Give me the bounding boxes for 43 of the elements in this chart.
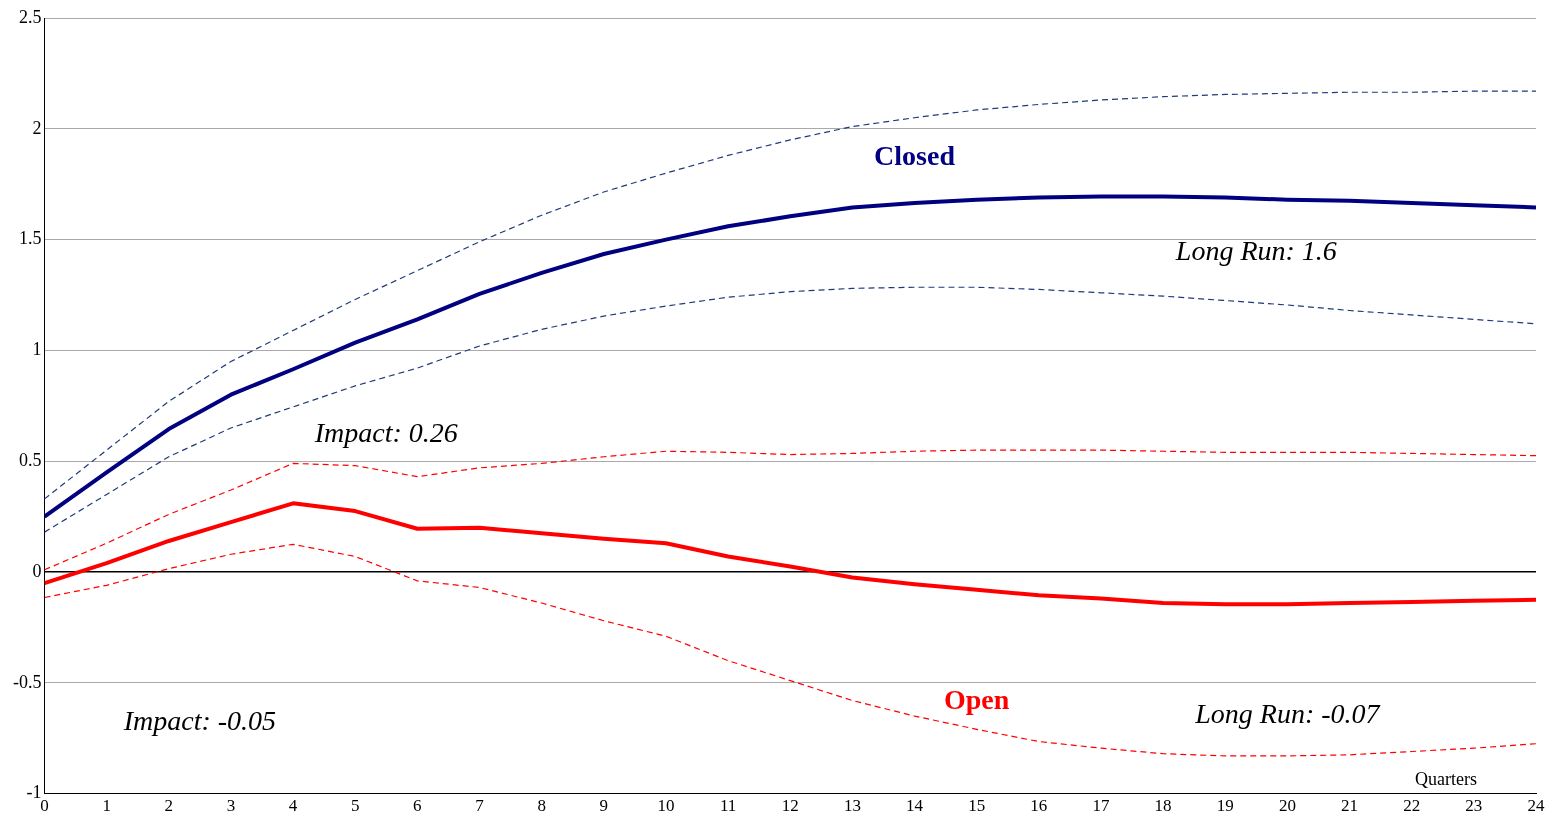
x-tick-label: 18 bbox=[1154, 796, 1172, 816]
x-tick-label: 15 bbox=[968, 796, 986, 816]
x-tick-label: 4 bbox=[288, 796, 298, 816]
x-tick-label: 7 bbox=[475, 796, 485, 816]
x-tick-label: 23 bbox=[1465, 796, 1483, 816]
series-label: Closed bbox=[874, 140, 956, 172]
y-tick-label: 0 bbox=[32, 560, 42, 581]
x-tick-label: 6 bbox=[413, 796, 422, 816]
y-tick-label: 1.5 bbox=[18, 228, 42, 249]
x-tick-label: 14 bbox=[906, 796, 924, 816]
x-tick-label: 8 bbox=[537, 796, 546, 816]
y-tick-label: -1 bbox=[26, 782, 42, 803]
annotation: Long Run: 1.6 bbox=[1174, 235, 1337, 267]
x-tick-label: 11 bbox=[719, 796, 737, 816]
y-tick-label: 2 bbox=[32, 117, 42, 138]
x-tick-label: 5 bbox=[350, 796, 360, 816]
x-tick-label: 21 bbox=[1341, 796, 1359, 816]
line-series bbox=[44, 449, 1536, 571]
x-tick-label: 2 bbox=[164, 796, 174, 816]
x-tick-label: 13 bbox=[843, 796, 861, 816]
x-tick-label: 22 bbox=[1403, 796, 1421, 816]
y-tick-label: 2.5 bbox=[18, 6, 42, 27]
x-axis-title: Quarters bbox=[1415, 769, 1477, 790]
x-tick-label: 3 bbox=[226, 796, 236, 816]
x-tick-label: 19 bbox=[1216, 796, 1234, 816]
y-tick-label: -0.5 bbox=[12, 671, 42, 692]
x-tick-label: 17 bbox=[1092, 796, 1110, 816]
text: Open bbox=[944, 684, 1010, 716]
line-series bbox=[44, 543, 1536, 757]
y-tick-label: 1 bbox=[32, 339, 42, 360]
y-tick-label: 0.5 bbox=[18, 449, 42, 470]
x-tick-label: 12 bbox=[781, 796, 799, 816]
annotation: Impact: 0.26 bbox=[313, 416, 458, 448]
annotation: Long Run: -0.07 bbox=[1194, 698, 1381, 730]
line-series bbox=[44, 286, 1536, 533]
x-tick-label: 24 bbox=[1527, 796, 1545, 816]
annotation: Impact: -0.05 bbox=[122, 705, 277, 737]
x-tick-label: 9 bbox=[599, 796, 609, 816]
x-tick-label: 10 bbox=[657, 796, 675, 816]
x-tick-label: 16 bbox=[1030, 796, 1048, 816]
line-series bbox=[44, 90, 1536, 500]
x-tick-label: 20 bbox=[1278, 796, 1296, 816]
x-tick-label: 1 bbox=[102, 796, 111, 816]
